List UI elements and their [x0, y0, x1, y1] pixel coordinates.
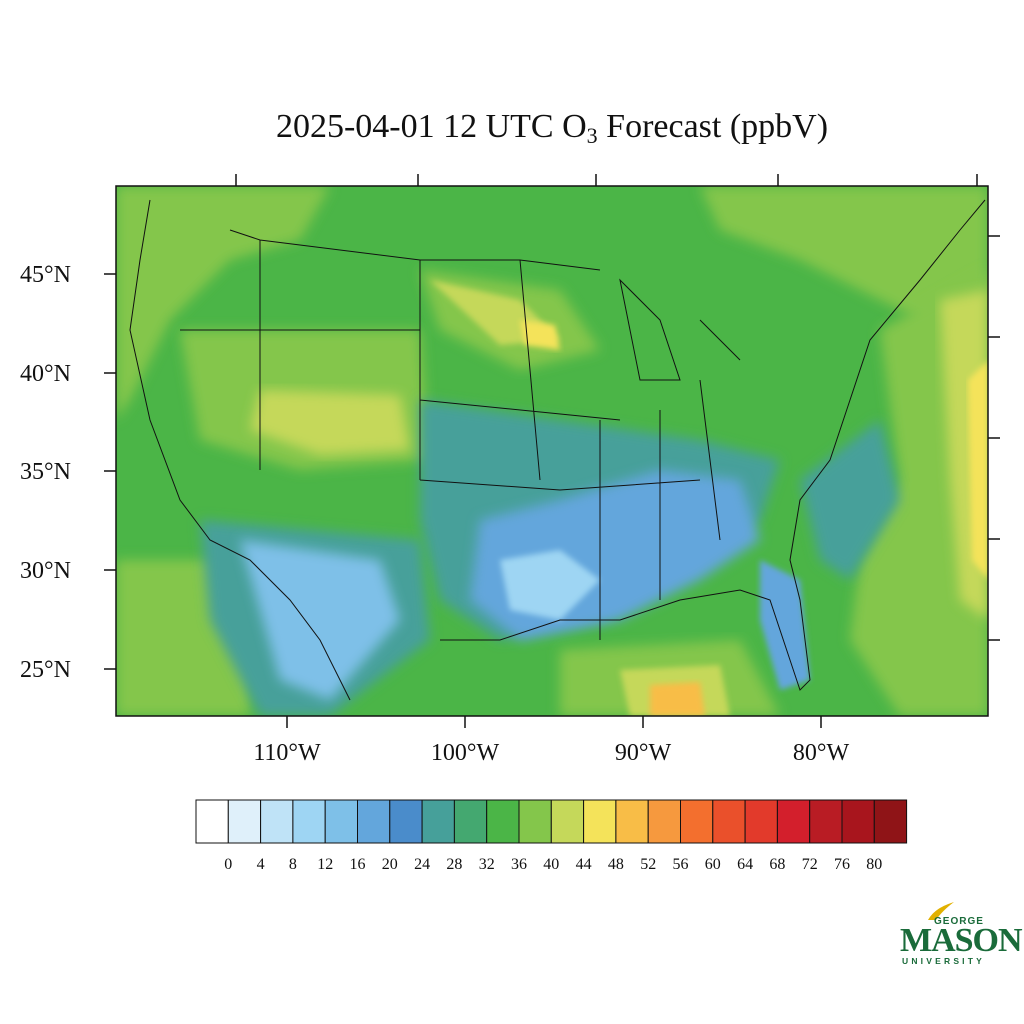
axis-ticks — [104, 174, 1000, 728]
lat-label-35: 35°N — [20, 459, 71, 485]
lon-label-100: 100°W — [431, 740, 500, 766]
colorbar-tick-label: 28 — [446, 856, 462, 873]
colorbar-tick-label: 80 — [866, 856, 882, 873]
colorbar-swatch — [873, 799, 908, 844]
colorbar-swatch — [615, 799, 649, 844]
logo-university: UNIVERSITY — [902, 956, 986, 966]
title-prefix: 2025-04-01 12 UTC O — [275, 108, 587, 145]
ozone-field — [116, 186, 988, 716]
colorbar-tick-label: 32 — [479, 856, 495, 873]
map-title: 2025-04-01 12 UTC O3 Forecast (ppbV) — [0, 108, 1024, 149]
logo-george: GEORGE — [934, 916, 984, 927]
colorbar-swatch — [841, 799, 875, 844]
colorbar-swatch — [421, 799, 455, 844]
colorbar-tick-label: 60 — [705, 856, 721, 873]
colorbar-labels: 0 4 8 12 16 20 24 28 32 36 40 44 48 52 56 60 64 68 72 76 80 — [224, 856, 882, 873]
colorbar-tick-label: 12 — [317, 856, 333, 873]
colorbar-tick-label: 48 — [608, 856, 624, 873]
map-frame — [115, 185, 989, 717]
colorbar-tick-label: 40 — [543, 856, 559, 873]
colorbar-swatch — [260, 799, 294, 844]
colorbar-swatch — [453, 799, 488, 844]
colorbar-tick-label: 72 — [802, 856, 818, 873]
colorbar-swatch — [776, 799, 811, 844]
colorbar-tick-label: 16 — [350, 856, 366, 873]
colorbar-swatch — [486, 799, 520, 844]
colorbar-tick-label: 44 — [576, 856, 592, 873]
colorbar-swatch — [195, 799, 229, 844]
title-suffix: Forecast (ppbV) — [597, 108, 829, 145]
lon-labels: 110°W 100°W 90°W 80°W — [253, 740, 849, 766]
title-subscript: 3 — [586, 123, 598, 148]
colorbar-swatch — [324, 799, 359, 844]
lat-label-25: 25°N — [20, 657, 71, 683]
colorbar-swatch — [550, 799, 585, 844]
colorbar — [195, 799, 908, 844]
colorbar-tick-label: 68 — [769, 856, 785, 873]
colorbar-swatch — [680, 799, 714, 844]
colorbar-tick-label: 76 — [834, 856, 850, 873]
gmu-logo: GEORGE MASON UNIVERSITY — [896, 900, 1023, 970]
colorbar-tick-label: 64 — [737, 856, 753, 873]
colorbar-swatch — [389, 799, 423, 844]
colorbar-swatch — [647, 799, 682, 844]
colorbar-swatch — [518, 799, 552, 844]
lat-labels: 45°N 40°N 35°N 30°N 25°N — [20, 262, 71, 683]
lat-label-30: 30°N — [20, 558, 71, 584]
lon-label-110: 110°W — [253, 740, 321, 766]
colorbar-tick-label: 56 — [673, 856, 689, 873]
logo-mason: MASON — [900, 922, 1023, 959]
colorbar-tick-label: 8 — [289, 856, 297, 873]
colorbar-tick-label: 36 — [511, 856, 527, 873]
colorbar-swatch — [357, 799, 391, 844]
lon-label-80: 80°W — [793, 740, 850, 766]
boundaries — [129, 199, 986, 701]
colorbar-swatch — [583, 799, 617, 844]
colorbar-swatch — [292, 799, 326, 844]
flame-icon — [928, 902, 954, 920]
colorbar-tick-label: 52 — [640, 856, 656, 873]
colorbar-tick-label: 0 — [224, 856, 232, 873]
lon-label-90: 90°W — [615, 740, 672, 766]
colorbar-tick-label: 20 — [382, 856, 398, 873]
lat-label-40: 40°N — [20, 361, 71, 387]
lat-label-45: 45°N — [20, 262, 71, 288]
colorbar-swatch — [227, 799, 262, 844]
colorbar-tick-label: 4 — [257, 856, 265, 873]
colorbar-tick-label: 24 — [414, 856, 430, 873]
colorbar-swatch — [809, 799, 843, 844]
colorbar-swatch — [712, 799, 746, 844]
colorbar-swatch — [744, 799, 778, 844]
